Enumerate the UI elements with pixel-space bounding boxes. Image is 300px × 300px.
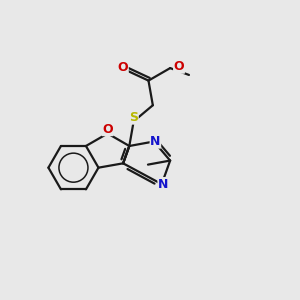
Text: S: S: [129, 111, 138, 124]
Text: N: N: [150, 135, 161, 148]
Text: N: N: [158, 178, 168, 190]
Text: O: O: [174, 60, 184, 73]
Text: O: O: [118, 61, 128, 74]
Text: O: O: [102, 123, 113, 136]
